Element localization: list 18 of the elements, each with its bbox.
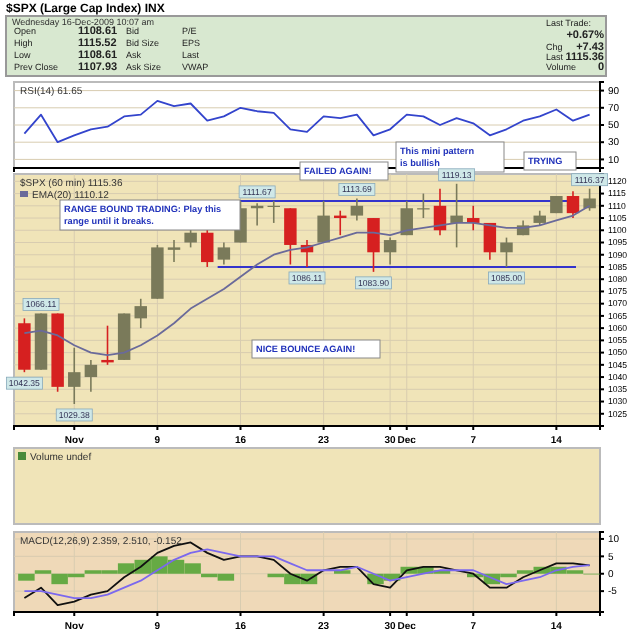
candlestick <box>18 317 31 373</box>
candlestick <box>117 312 131 361</box>
candlestick <box>583 187 596 212</box>
candlestick <box>201 227 214 268</box>
candlestick <box>284 207 297 266</box>
bar <box>18 573 35 581</box>
candlestick <box>383 236 397 266</box>
candlestick <box>134 297 147 329</box>
candlestick <box>350 197 364 222</box>
candlestick <box>317 200 330 244</box>
line-series <box>23 100 591 144</box>
candlestick <box>68 346 81 405</box>
candlestick <box>84 359 98 393</box>
candlestick <box>367 217 380 273</box>
candlestick <box>167 239 181 263</box>
candlestick <box>566 190 580 219</box>
candlestick <box>217 241 231 266</box>
candlestick <box>500 236 513 268</box>
